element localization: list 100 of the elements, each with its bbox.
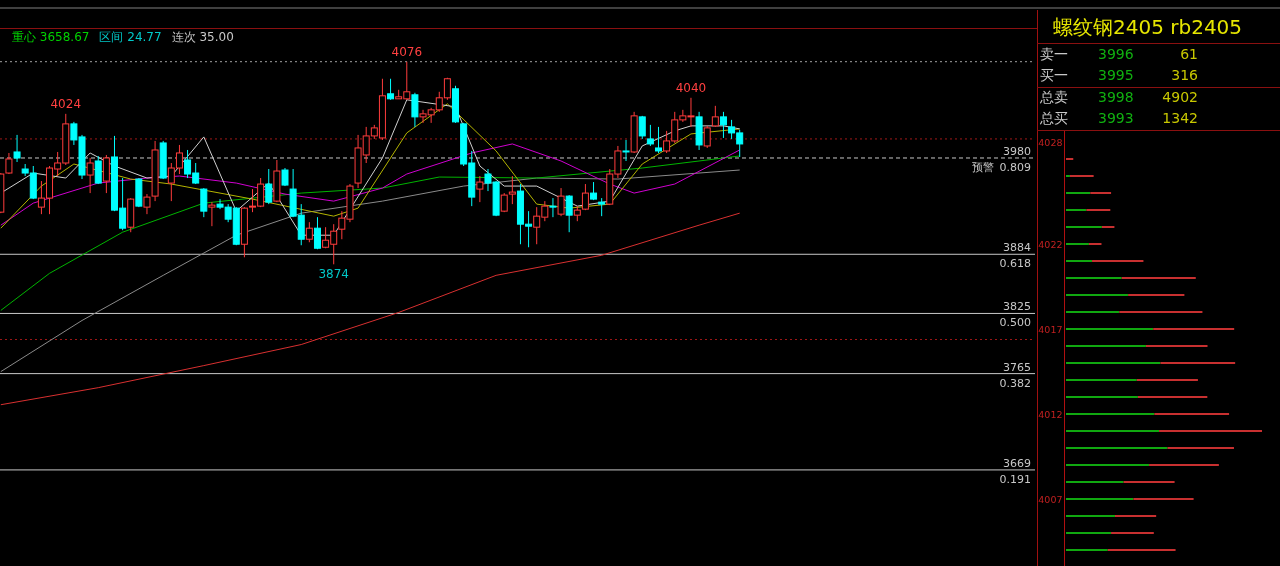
text: 连次 35.00 xyxy=(171,30,234,44)
candlestick xyxy=(655,126,662,154)
text: 1342 xyxy=(1162,110,1198,126)
bar xyxy=(1149,464,1219,466)
annotation: 0.191 xyxy=(999,472,1031,486)
bar xyxy=(1066,379,1137,381)
text: 316 xyxy=(1171,67,1199,83)
text: 总买 xyxy=(1039,110,1068,126)
candlestick xyxy=(86,157,94,194)
text: 3998 xyxy=(1098,89,1134,105)
text: 总卖 xyxy=(1039,89,1068,105)
text: 3996 xyxy=(1098,46,1134,62)
y-tick-label: 4022 xyxy=(1038,239,1063,250)
candlestick xyxy=(13,134,21,163)
bar xyxy=(1066,481,1124,483)
annotation: 0.500 xyxy=(999,316,1031,330)
candlestick xyxy=(622,139,630,162)
bar xyxy=(1066,498,1134,500)
candlestick xyxy=(411,92,419,128)
bar xyxy=(1153,328,1235,330)
y-tick-label: 4028 xyxy=(1038,137,1063,148)
bar xyxy=(1066,311,1120,313)
candlestick xyxy=(703,125,711,149)
bar xyxy=(1137,396,1208,398)
text: 3993 xyxy=(1098,110,1134,126)
bar xyxy=(1066,277,1122,279)
bar xyxy=(1066,464,1150,466)
candlestick xyxy=(598,197,606,217)
y-tick-label: 4012 xyxy=(1038,409,1063,420)
bar xyxy=(1066,158,1074,160)
bar xyxy=(1066,260,1093,262)
bar xyxy=(1066,515,1115,517)
candlestick xyxy=(549,197,557,218)
annotation: 0.382 xyxy=(999,376,1031,390)
bar xyxy=(1107,549,1176,551)
candlestick xyxy=(94,155,102,185)
bar xyxy=(1066,549,1108,551)
bar xyxy=(1066,362,1161,364)
candlestick xyxy=(711,105,719,128)
candlestick xyxy=(646,124,654,147)
text: 买一 xyxy=(1040,67,1068,83)
annotation: 4076 xyxy=(391,44,423,59)
bar xyxy=(1088,243,1102,245)
bar xyxy=(1066,413,1155,415)
candlestick xyxy=(208,201,216,227)
candlestick xyxy=(200,187,208,218)
text: 卖一 xyxy=(1040,46,1068,62)
ref-line-label: 3765 xyxy=(1003,360,1031,374)
text: 4902 xyxy=(1162,89,1198,105)
candlestick xyxy=(557,187,565,217)
bar xyxy=(1145,345,1208,347)
annotation: 0.809 xyxy=(999,160,1031,174)
bar xyxy=(1066,532,1112,534)
bar xyxy=(1066,226,1102,228)
bar xyxy=(1066,447,1168,449)
ref-line-label: 3825 xyxy=(1003,300,1031,314)
candlestick xyxy=(565,194,573,233)
candlestick xyxy=(265,168,273,205)
candlestick xyxy=(387,78,395,101)
bar xyxy=(1069,175,1094,177)
bar xyxy=(1119,311,1203,313)
annotation: 预警 xyxy=(971,160,994,174)
bar xyxy=(1136,379,1198,381)
bar xyxy=(1123,481,1175,483)
bar xyxy=(1066,209,1087,211)
bar xyxy=(1160,362,1236,364)
y-tick-label: 4007 xyxy=(1038,494,1063,505)
bar xyxy=(1101,226,1115,228)
candlestick xyxy=(719,111,727,139)
bar xyxy=(1133,498,1194,500)
bar xyxy=(1115,515,1157,517)
annotation: 4024 xyxy=(50,96,82,111)
bar xyxy=(1121,277,1196,279)
text: 螺纹钢2405 rb2405 xyxy=(1053,15,1243,39)
bar xyxy=(1090,192,1112,194)
bar xyxy=(1066,192,1091,194)
bar xyxy=(1066,328,1154,330)
bar xyxy=(1066,243,1089,245)
bar xyxy=(1111,532,1154,534)
bar xyxy=(1066,175,1070,177)
y-tick-label: 4017 xyxy=(1038,324,1063,335)
annotation: 4040 xyxy=(675,80,707,95)
bar xyxy=(1066,430,1160,432)
candlestick xyxy=(305,221,313,243)
annotation: 0.618 xyxy=(999,257,1031,271)
text: 重心 3658.67 xyxy=(12,30,90,44)
bar xyxy=(1066,345,1146,347)
bar xyxy=(1159,430,1262,432)
annotation: 3874 xyxy=(318,267,349,282)
candlestick xyxy=(102,154,110,194)
bar xyxy=(1066,396,1138,398)
bar xyxy=(1167,447,1234,449)
candlestick xyxy=(476,175,484,203)
bar xyxy=(1154,413,1230,415)
ref-line-label: 3884 xyxy=(1003,241,1031,255)
bar xyxy=(1086,209,1111,211)
bar xyxy=(1092,260,1144,262)
text: 3995 xyxy=(1098,67,1134,83)
ref-line-label: 3669 xyxy=(1003,456,1031,470)
bar xyxy=(1128,294,1185,296)
